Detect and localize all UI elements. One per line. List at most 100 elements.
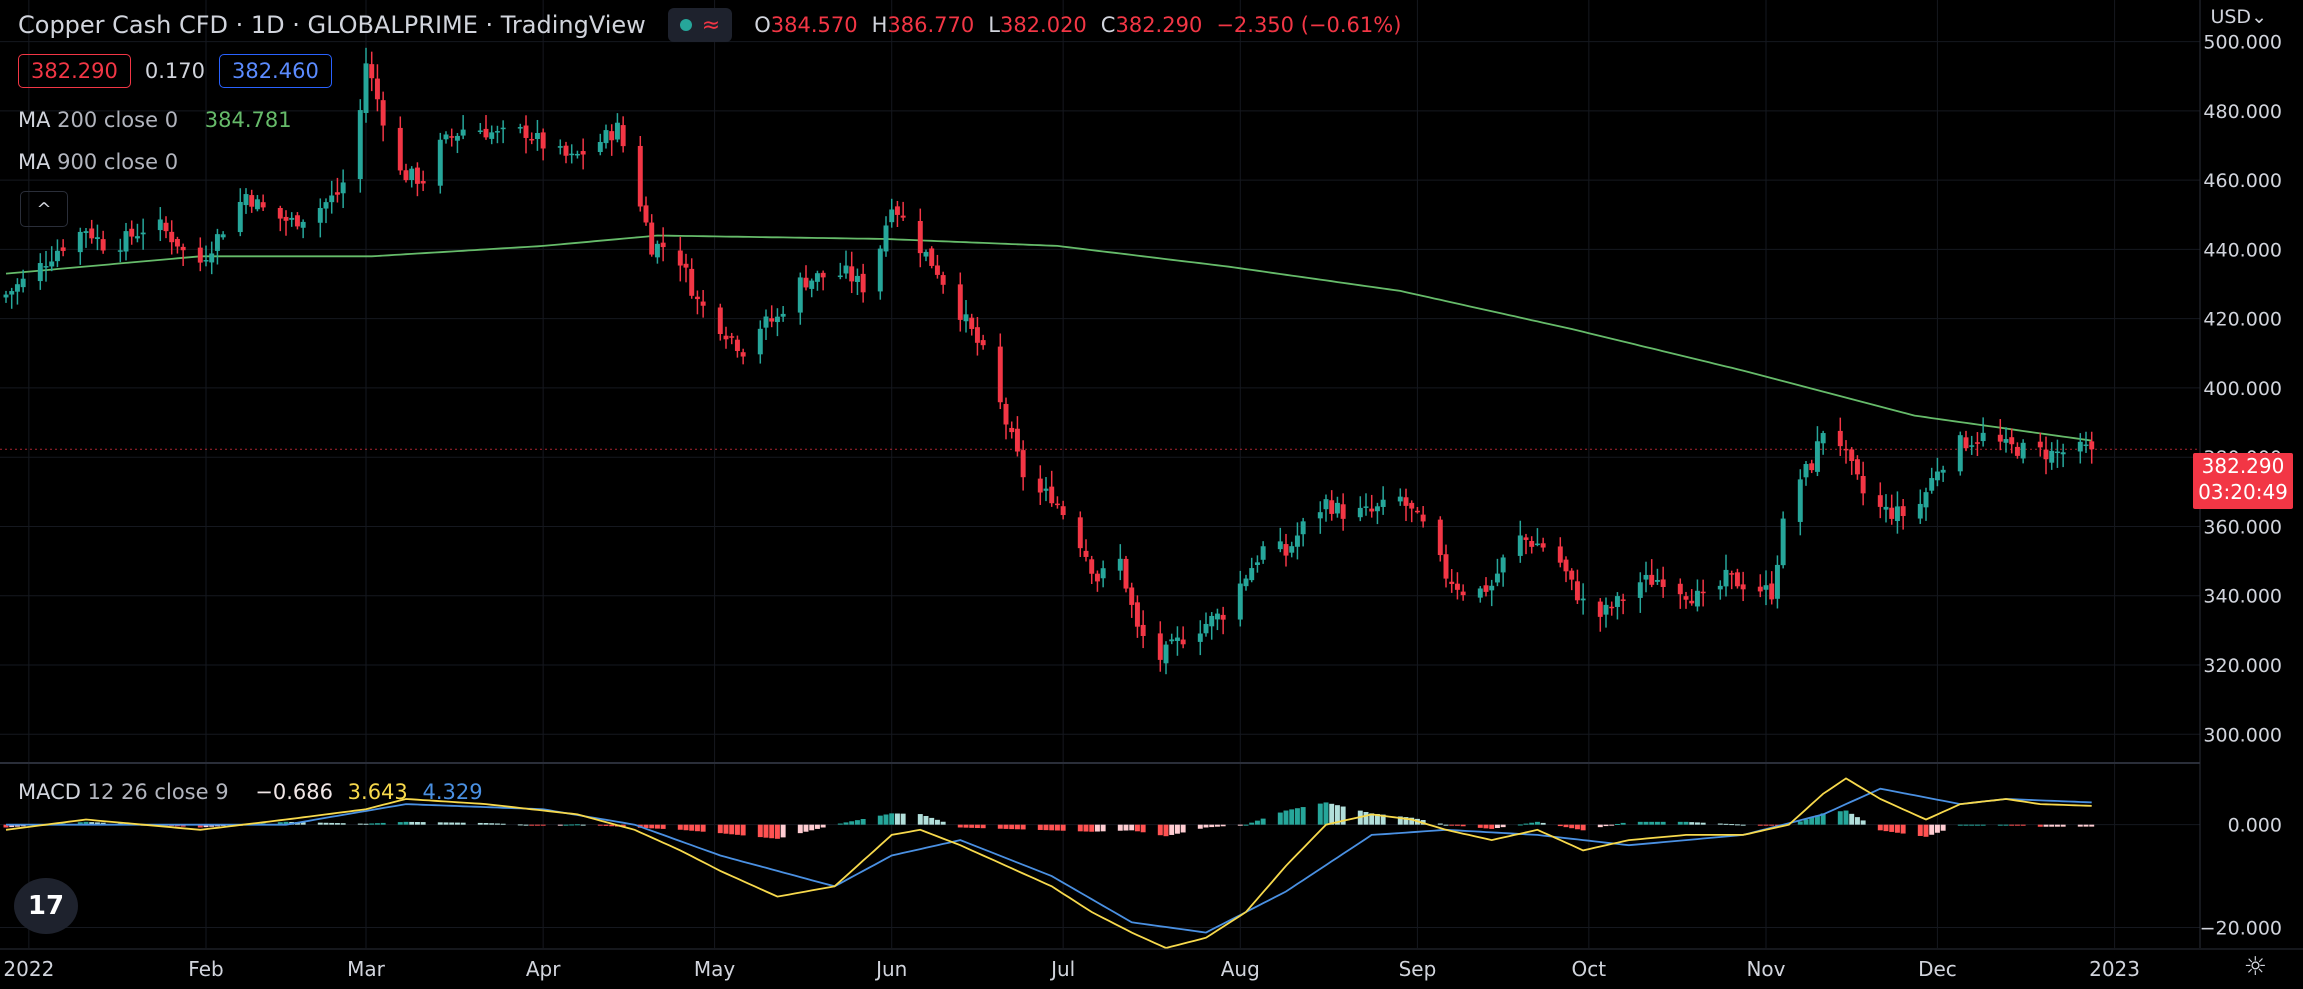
macd-histogram-bar — [1877, 824, 1883, 831]
candle-body — [1734, 572, 1740, 587]
macd-histogram-bar — [1929, 824, 1935, 835]
candle-body — [734, 339, 740, 352]
candle-body — [849, 266, 855, 282]
candle-body — [603, 130, 609, 144]
macd-histogram-bar — [443, 822, 449, 825]
market-status[interactable]: ≈ — [667, 8, 733, 42]
indicator-ma900[interactable]: MA 900 close 0 — [18, 150, 179, 174]
candle-body — [700, 301, 706, 306]
candle-body — [329, 195, 335, 203]
x-tick-label: 2023 — [2089, 957, 2140, 981]
macd-histogram-bar — [460, 822, 466, 825]
candle-body — [574, 153, 580, 156]
candle-body — [1557, 546, 1563, 563]
macd-histogram-bar — [1923, 824, 1929, 837]
candle-body — [1483, 585, 1489, 592]
macd-histogram-bar — [94, 822, 100, 825]
macd-histogram-bar — [1889, 824, 1895, 832]
macd-histogram-bar — [2083, 824, 2089, 827]
candle-body — [660, 242, 666, 248]
candle-body — [637, 145, 643, 207]
candle-body — [1409, 502, 1415, 509]
candle-body — [20, 278, 26, 288]
macd-histogram-bar — [1174, 824, 1180, 834]
macd-histogram-bar — [1980, 824, 1986, 826]
candle-body — [403, 170, 409, 181]
macd-histogram-bar — [694, 824, 700, 832]
macd-histogram-bar — [540, 824, 546, 826]
macd-histogram-bar — [1483, 824, 1489, 829]
candle-body — [774, 316, 780, 323]
tradingview-logo-icon[interactable]: 17 — [14, 878, 78, 934]
macd-histogram-bar — [494, 823, 500, 825]
candle-body — [37, 263, 43, 282]
macd-legend[interactable]: MACD 12 26 close 9 −0.686 3.643 4.329 — [18, 780, 483, 804]
candle-body — [83, 231, 89, 233]
candle-body — [2043, 449, 2049, 460]
candle-body — [9, 291, 15, 295]
candle-body — [197, 247, 203, 263]
candle-body — [769, 318, 775, 322]
macd-histogram-bar — [420, 822, 426, 825]
macd-histogram-bar — [334, 823, 340, 825]
macd-histogram-bar — [597, 824, 603, 826]
macd-histogram-bar — [1134, 824, 1140, 832]
ma200-line — [5, 234, 2092, 442]
macd-histogram-bar — [1117, 824, 1123, 831]
macd-histogram-bar — [529, 824, 535, 826]
x-tick-label: Mar — [347, 957, 386, 981]
candle-body — [1094, 573, 1100, 582]
candle-body — [117, 250, 123, 252]
candle-body — [1203, 623, 1209, 634]
settings-gear-icon[interactable]: ☼ — [2243, 952, 2267, 982]
spread-value: 0.170 — [144, 59, 205, 83]
macd-line-value: 3.643 — [347, 780, 408, 804]
candle-body — [534, 132, 540, 139]
macd-histogram-bar — [723, 824, 729, 834]
macd-histogram-bar — [1540, 822, 1546, 825]
candle-body — [1940, 469, 1946, 473]
currency-selector[interactable]: USD⌄ — [2210, 6, 2267, 28]
candle-body — [1294, 535, 1300, 547]
candle-body — [723, 335, 729, 340]
macd-signal-value: 4.329 — [422, 780, 483, 804]
candle-body — [1163, 644, 1169, 664]
macd-histogram-bar — [409, 821, 415, 825]
macd-histogram-bar — [2037, 824, 2043, 827]
indicator-ma200[interactable]: MA 200 close 0 384.781 — [18, 108, 292, 132]
collapse-legend-button[interactable]: ^ — [20, 191, 68, 227]
candle-body — [757, 328, 763, 355]
candle-body — [369, 64, 375, 79]
symbol-title[interactable]: Copper Cash CFD · 1D · GLOBALPRIME · Tra… — [18, 11, 646, 39]
candle-body — [94, 237, 100, 240]
candle-body — [540, 132, 546, 149]
candle-body — [1877, 495, 1883, 507]
macd-histogram-bar — [1900, 824, 1906, 834]
candle-body — [77, 231, 83, 253]
candle-body — [409, 168, 415, 181]
macd-histogram-bar — [814, 824, 820, 829]
candle-body — [929, 248, 935, 266]
macd-histogram-bar — [14, 824, 20, 827]
candle-body — [1489, 585, 1495, 591]
candle-body — [1689, 600, 1695, 604]
candle-body — [489, 132, 495, 139]
candle-body — [500, 127, 506, 130]
macd-histogram-bar — [1460, 824, 1466, 827]
macd-histogram-bar — [1694, 822, 1700, 825]
macd-histogram-bar — [1449, 824, 1455, 826]
macd-histogram-bar — [2077, 824, 2083, 827]
candle-body — [763, 316, 769, 328]
candle-body — [1900, 506, 1906, 517]
candle-body — [1843, 448, 1849, 451]
macd-histogram-bar — [2009, 824, 2015, 826]
macd-histogram-bar — [900, 813, 906, 825]
candle-body — [1129, 587, 1135, 605]
buy-price-button[interactable]: 382.460 — [218, 54, 332, 88]
candle-layer — [3, 47, 2095, 675]
candle-body — [1723, 569, 1729, 587]
macd-histogram-bar — [1094, 824, 1100, 832]
sell-price-button[interactable]: 382.290 — [18, 54, 131, 88]
